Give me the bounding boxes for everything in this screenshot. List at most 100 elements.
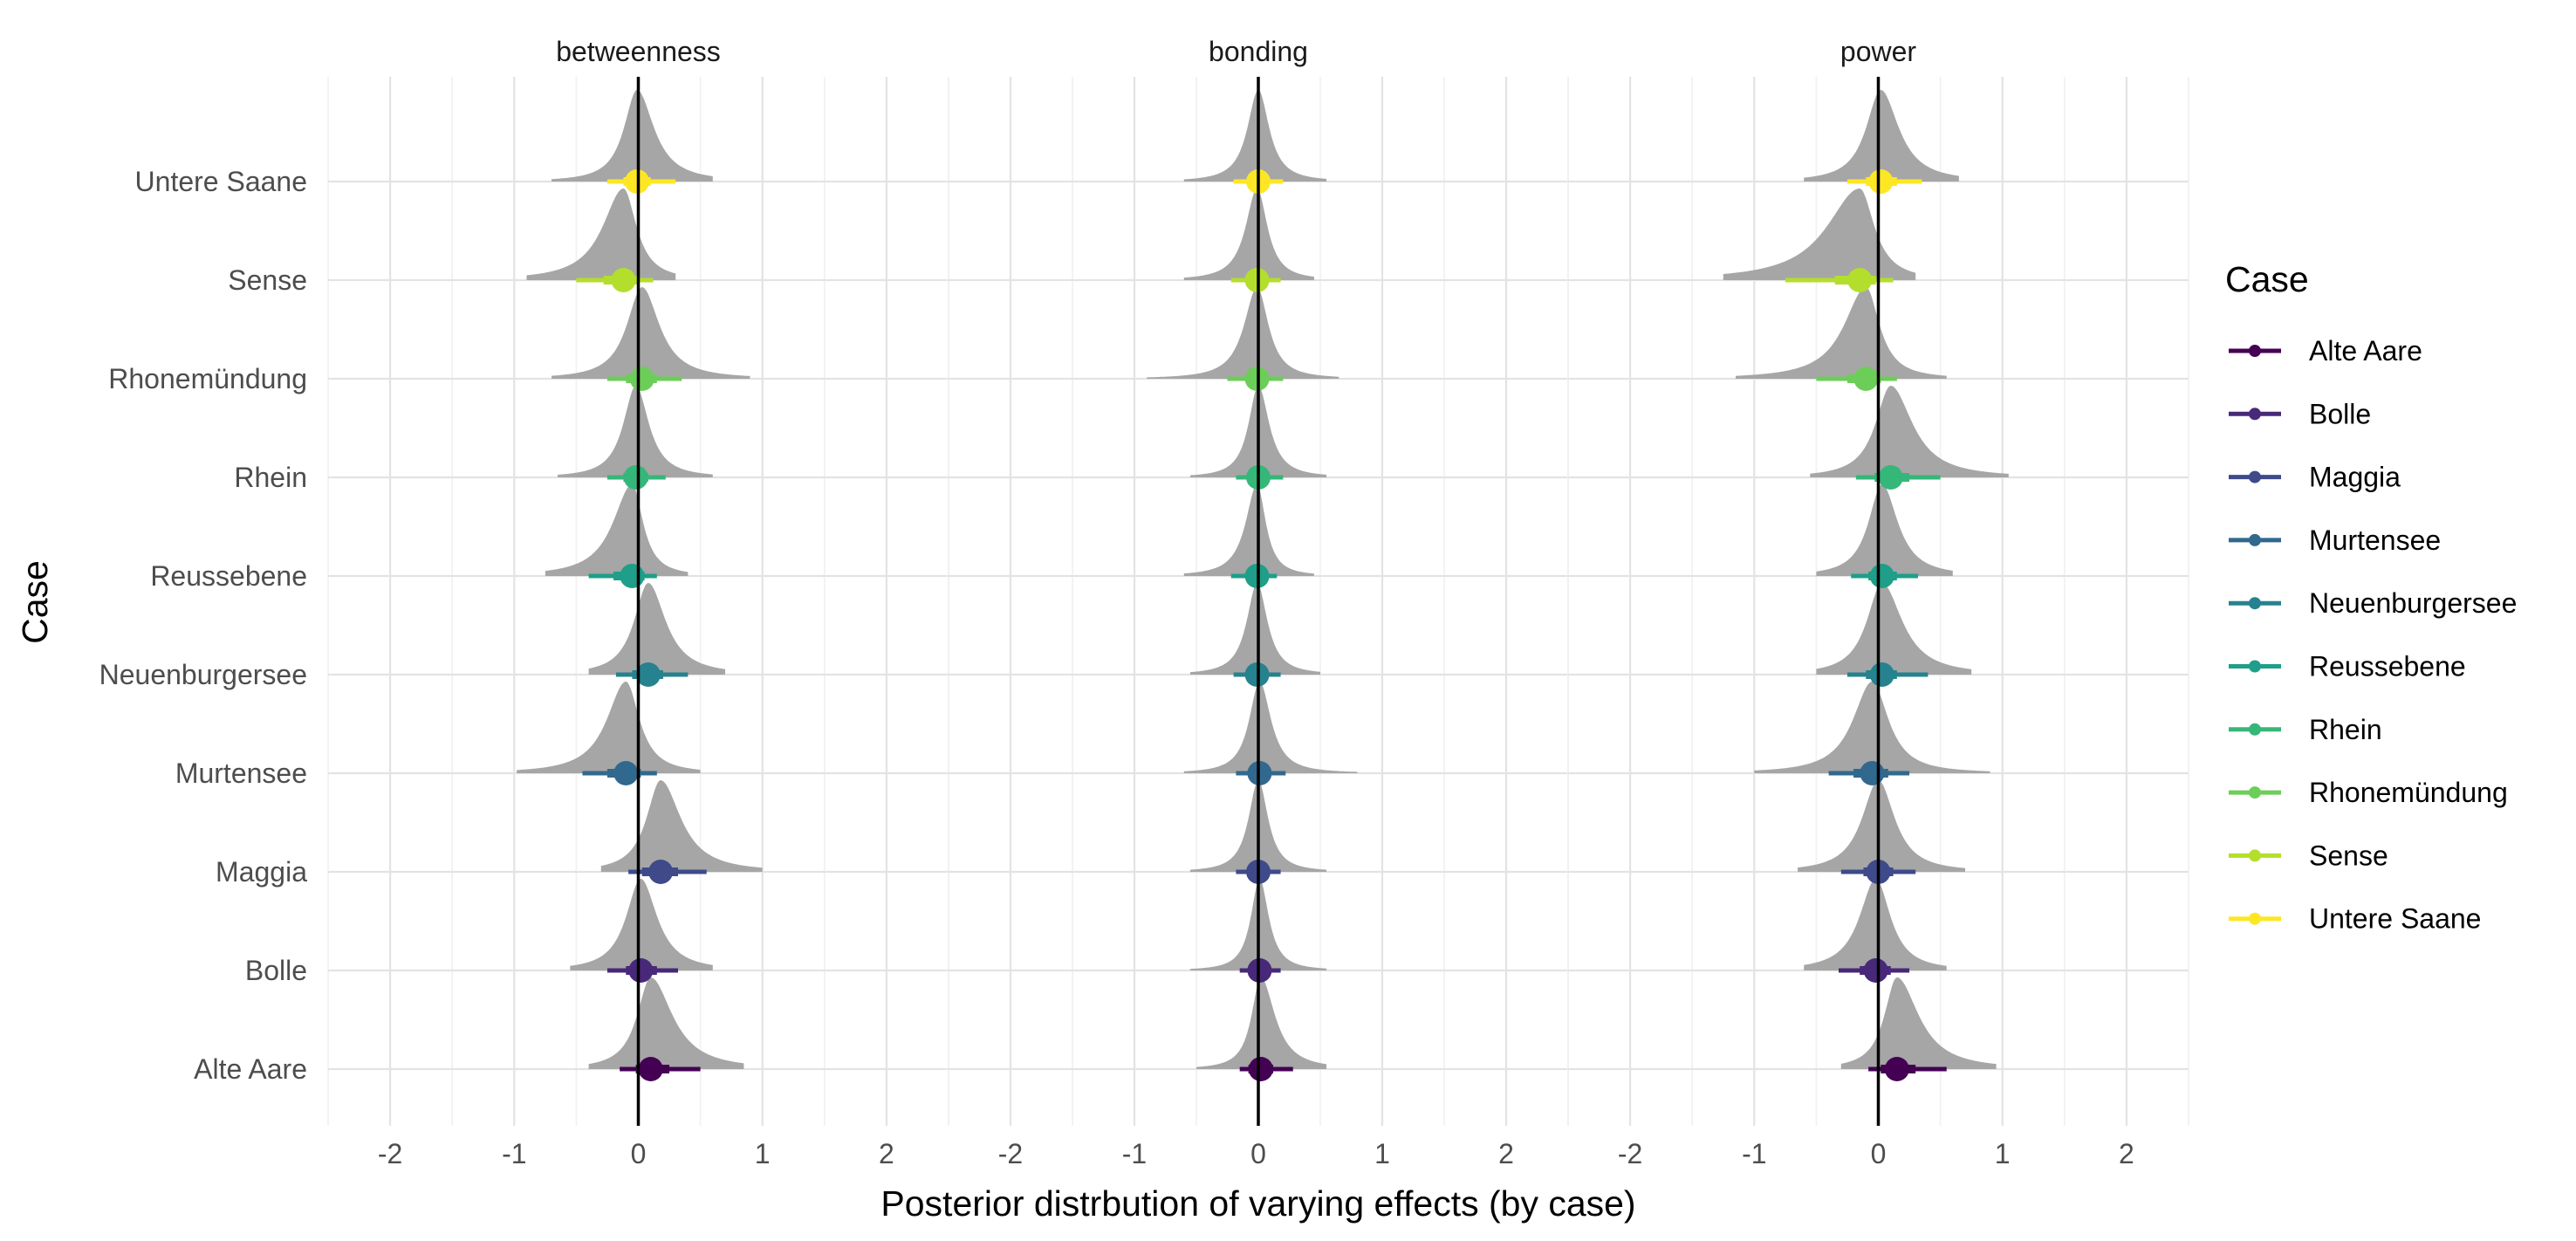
series-alte-aare [1196,977,1327,1081]
median-point [648,860,674,884]
x-tick-label: 2 [879,1138,894,1169]
legend-key-point [2249,849,2261,862]
x-tick-label: -1 [1122,1138,1147,1169]
median-point [629,367,654,391]
density-slab [1816,484,1953,576]
y-tick-label: Maggia [216,856,307,888]
legend-entry: Rhonemündung [2229,777,2508,808]
series-rhonem-ndung [552,287,750,391]
x-tick-label: -1 [502,1138,526,1169]
panel-betweenness: betweenness -2 -1 0 1 2 [327,36,949,1169]
legend-entry: Maggia [2229,462,2401,493]
series-reussebene [1816,484,1953,588]
series-neuenburgersee [1816,583,1972,687]
density-slab [552,90,713,182]
legend-label: Alte Aare [2309,335,2422,367]
series-rhonem-ndung [1147,287,1339,391]
x-tick-label: 0 [631,1138,647,1169]
x-tick-label: -2 [378,1138,402,1169]
density-slab [1810,386,2009,477]
legend-label: Sense [2309,840,2388,871]
density-slab [1196,977,1327,1069]
x-tick-label: 2 [1498,1138,1514,1169]
median-point [1869,564,1894,588]
legend-key-point [2249,345,2261,357]
legend: Case Alte Aare Bolle Maggia Murtensee Neuenbu… [2225,259,2517,935]
series-bolle [1804,879,1947,983]
series-neuenburgersee [1189,583,1320,687]
y-tick-label: Bolle [245,955,307,986]
x-tick-label: 1 [1374,1138,1390,1169]
density-slab [1183,484,1314,576]
median-point [1853,367,1879,391]
x-axis-title: Posterior distrbution of varying effects… [880,1183,1635,1224]
median-point [623,465,648,490]
legend-label: Neuenburgersee [2309,587,2517,619]
density-slab [1189,583,1320,675]
density-slab [1816,583,1972,675]
median-point [638,1057,663,1081]
y-tick-label: Reussebene [150,560,307,592]
legend-entry: Alte Aare [2229,335,2422,367]
y-tick-label: Sense [228,264,307,296]
median-point [1884,1057,1909,1081]
series-murtensee [1183,682,1358,785]
series-rhein [1810,386,2009,490]
legend-key-point [2249,408,2261,421]
series-untere-saane [1804,90,1959,194]
series-bolle [570,879,713,983]
x-tick-label: 1 [1995,1138,2011,1169]
median-point [628,958,654,983]
density-slab [1183,189,1314,280]
legend-label: Rhein [2309,714,2382,745]
median-point [1860,761,1885,785]
y-axis-title: Case [15,560,55,644]
series-sense [1723,189,1916,292]
median-point [635,662,661,687]
y-tick-label: Murtensee [175,758,307,789]
density-slab [1183,90,1327,182]
legend-label: Maggia [2309,462,2401,493]
density-slab [1147,287,1339,379]
density-slab [1183,682,1358,773]
legend-key-point [2249,597,2261,610]
y-tick-label: Alte Aare [194,1053,307,1085]
density-slab [1798,780,1965,872]
x-tick-label: -1 [1742,1138,1766,1169]
density-slab [1804,879,1947,970]
x-tick-label: 0 [1871,1138,1887,1169]
density-slab [517,682,701,773]
y-tick-label: Rhonemündung [108,363,307,394]
x-tick-label: 2 [2119,1138,2134,1169]
legend-entry: Sense [2229,840,2388,871]
density-slab [1736,287,1947,379]
legend-title: Case [2225,259,2309,299]
series-sense [1183,189,1314,292]
y-tick-label: Untere Saane [135,166,307,197]
legend-key-point [2249,470,2261,483]
density-slab [1840,977,1997,1069]
density-slab [588,583,725,675]
series-neuenburgersee [588,583,725,687]
median-point [1868,169,1894,194]
legend-label: Murtensee [2309,525,2441,556]
density-slab [526,189,676,280]
density-slab [552,287,750,379]
legend-key-point [2249,723,2261,736]
median-point [1869,662,1894,687]
median-point [1847,268,1873,292]
median-point [620,564,645,588]
legend-entry: Bolle [2229,398,2371,429]
density-slab [600,780,763,872]
series-rhein [558,386,713,490]
x-tick-label: 1 [755,1138,771,1169]
series-reussebene [1183,484,1314,588]
density-slab [1804,90,1959,182]
panel-bonding: bonding -2 -1 0 1 2 [948,36,1569,1169]
legend-label: Bolle [2309,398,2371,429]
legend-key-point [2249,786,2261,799]
series-rhonem-ndung [1736,287,1947,391]
legend-entry: Untere Saane [2229,903,2481,935]
legend-entry: Reussebene [2229,651,2466,682]
